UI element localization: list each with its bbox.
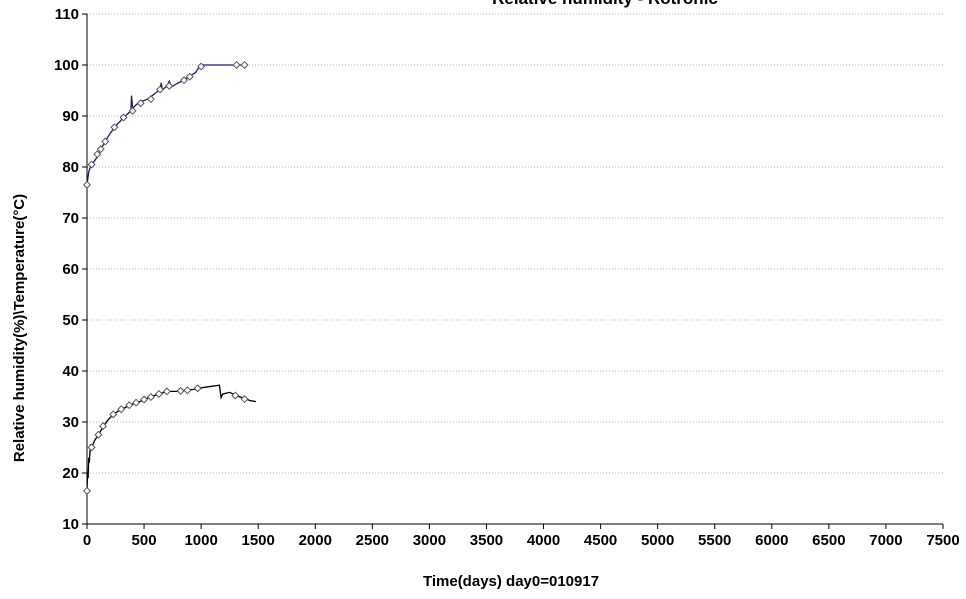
data-point-marker [125,401,134,410]
data-series [82,60,257,495]
data-point-marker [154,389,163,398]
data-point-marker [231,391,240,400]
data-point-marker [96,145,105,154]
x-tick-label: 1500 [242,532,275,549]
x-tick-label: 1000 [184,532,217,549]
data-point-marker [119,113,128,122]
data-point-marker [101,137,110,146]
data-point-marker [128,106,137,115]
data-point-marker [193,384,202,393]
data-point-marker [180,76,189,85]
x-tick-label: 7500 [926,532,959,549]
data-point-marker [146,393,155,402]
y-tick-label: 30 [62,414,79,431]
data-point-marker [98,422,107,431]
y-tick-label: 10 [62,516,79,533]
data-point-marker [117,405,126,414]
y-tick-label: 110 [55,6,79,23]
y-axis-title: Relative humidity(%)\Temperature(°C) [11,194,28,462]
data-point-marker [82,180,92,189]
x-tick-label: 4500 [584,532,617,549]
x-tick-label: 7000 [869,532,902,549]
data-point-marker [132,398,141,407]
y-tick-label: 80 [62,159,79,176]
data-point-marker [197,62,206,71]
x-tick-label: 6000 [755,532,788,549]
data-point-marker [109,410,118,419]
chart-title: Relative humidity - Rotronic [492,0,718,8]
data-point-marker [82,486,92,495]
tick-labels: 10 20 30 40 50 60 70 80 90 100 110 0 500 1000 1500 2000… [54,6,960,549]
gridlines [87,13,943,474]
x-tick-label: 5000 [641,532,674,549]
data-point-marker [183,386,192,395]
data-point-marker [93,150,102,159]
series-1 [82,60,249,189]
data-point-marker [176,386,185,395]
data-point-marker [87,160,96,169]
series-2 [82,384,257,495]
data-point-marker [146,95,155,104]
x-tick-label: 3000 [413,532,446,549]
y-tick-label: 20 [62,465,79,482]
y-tick-label: 60 [62,261,79,278]
data-point-marker [240,60,249,70]
data-point-marker [110,123,119,132]
y-tick-label: 70 [62,210,79,227]
axes [86,14,943,525]
x-tick-label: 3500 [470,532,503,549]
x-tick-label: 6500 [812,532,845,549]
y-tick-label: 100 [54,57,79,74]
x-tick-label: 0 [83,532,91,549]
x-tick-label: 2500 [356,532,389,549]
data-point-marker [232,60,241,70]
x-tick-label: 500 [132,532,157,549]
data-point-marker [87,443,96,452]
data-point-marker [140,395,149,404]
data-point-marker [156,85,165,94]
data-point-marker [165,81,174,90]
x-tick-label: 4000 [527,532,560,549]
x-tick-label: 5500 [698,532,731,549]
y-tick-label: 40 [62,363,79,380]
data-point-marker [185,72,194,81]
series-line [86,384,257,491]
y-tick-label: 50 [62,312,79,329]
data-point-marker [136,99,145,108]
data-point-marker [240,395,249,404]
y-tick-label: 90 [62,108,79,125]
data-point-marker [162,387,171,396]
x-axis-title: Time(days) day0=010917 [423,573,599,590]
data-point-marker [94,430,103,439]
x-tick-label: 2000 [299,532,332,549]
